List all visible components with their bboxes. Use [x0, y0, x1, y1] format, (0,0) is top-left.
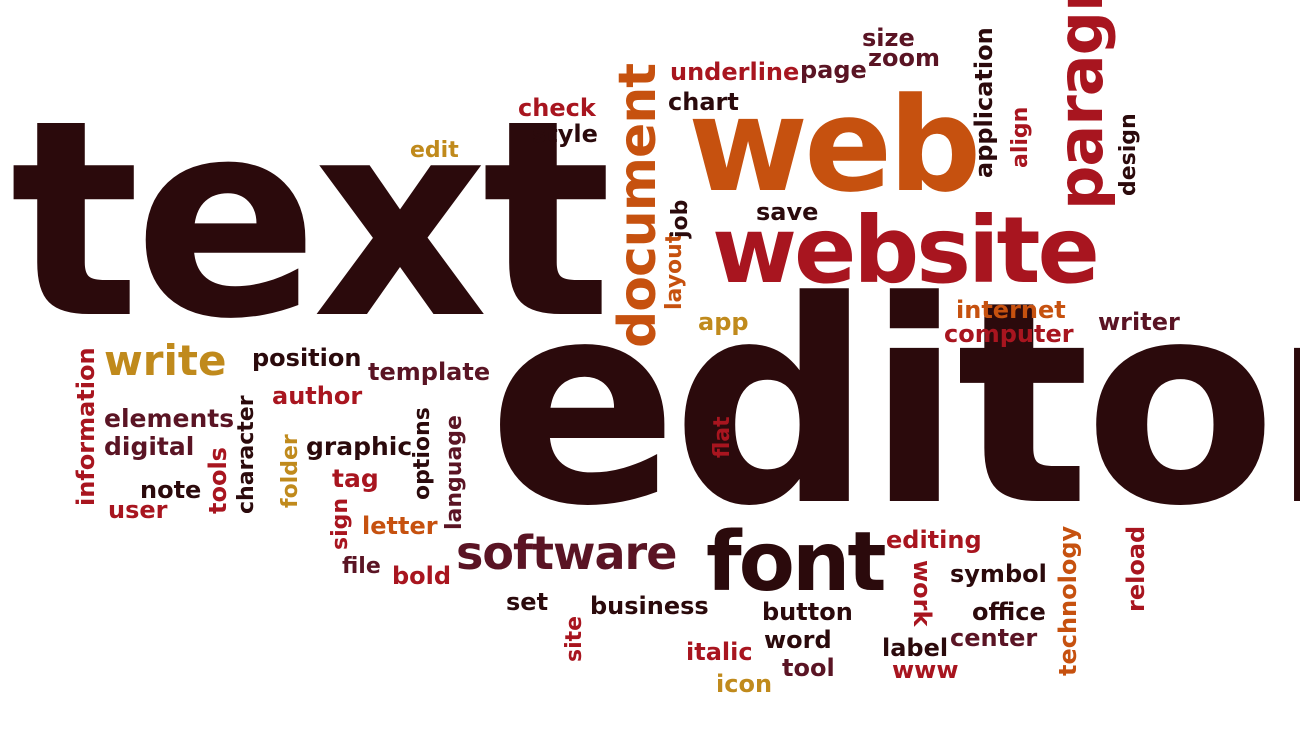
word-icon: icon — [716, 670, 773, 698]
word-sign: sign — [328, 497, 353, 550]
word-design: design — [1116, 113, 1141, 196]
word-tag: tag — [332, 464, 379, 493]
word-underline: underline — [670, 58, 800, 86]
word-button: button — [762, 598, 853, 626]
word-center: center — [950, 624, 1038, 652]
word-business: business — [590, 592, 709, 620]
word-file: file — [342, 554, 381, 579]
word-work: work — [908, 560, 936, 627]
word-application: application — [970, 27, 998, 178]
word-align: align — [1008, 106, 1033, 168]
word-office: office — [972, 598, 1046, 626]
word-font: font — [706, 515, 887, 610]
word-write: write — [104, 336, 227, 385]
word-layout: layout — [662, 232, 687, 310]
word-website: website — [712, 197, 1100, 304]
word-character: character — [234, 395, 259, 514]
word-position: position — [252, 344, 362, 372]
word-note: note — [140, 476, 202, 504]
word-size: size — [862, 24, 915, 52]
word-label: label — [882, 634, 949, 662]
word-editing: editing — [886, 526, 982, 554]
word-digital: digital — [104, 432, 195, 461]
word-elements: elements — [104, 404, 235, 433]
word-document: document — [608, 63, 668, 348]
word-bold: bold — [392, 562, 452, 590]
word-author: author — [272, 382, 363, 410]
word-tool: tool — [782, 654, 835, 682]
word-template: template — [368, 358, 491, 386]
word-information: information — [72, 347, 100, 506]
word-graphic: graphic — [306, 432, 413, 461]
word-tools: tools — [204, 447, 232, 514]
word-software: software — [456, 526, 677, 580]
word-site: site — [562, 615, 587, 662]
word-flat: flat — [710, 416, 735, 458]
word-word: word — [764, 626, 832, 654]
word-job: job — [668, 199, 693, 238]
word-technology: technology — [1054, 525, 1082, 676]
word-edit: edit — [410, 138, 459, 163]
word-check: check — [518, 94, 596, 122]
word-text: text — [10, 63, 612, 379]
word-set: set — [506, 588, 549, 616]
word-app: app — [698, 308, 749, 336]
word-letter: letter — [362, 512, 438, 540]
word-folder: folder — [278, 434, 303, 508]
word-page: page — [800, 56, 867, 84]
word-web: web — [688, 69, 981, 221]
word-language: language — [442, 415, 467, 530]
word-internet: internet — [956, 296, 1066, 324]
word-chart: chart — [668, 88, 739, 116]
word-zoom: zoom — [868, 44, 940, 72]
word-paragraph: paragraph — [1044, 0, 1117, 210]
word-editor: editor — [488, 242, 1300, 568]
word-symbol: symbol — [950, 560, 1047, 588]
word-reload: reload — [1122, 525, 1150, 612]
word-writer: writer — [1098, 308, 1180, 336]
word-italic: italic — [686, 638, 753, 666]
word-computer: computer — [944, 320, 1074, 348]
word-style: style — [532, 120, 598, 148]
word-www: www — [892, 656, 959, 684]
word-user: user — [108, 496, 168, 524]
word-save: save — [756, 198, 819, 226]
word-options: options — [410, 407, 435, 500]
